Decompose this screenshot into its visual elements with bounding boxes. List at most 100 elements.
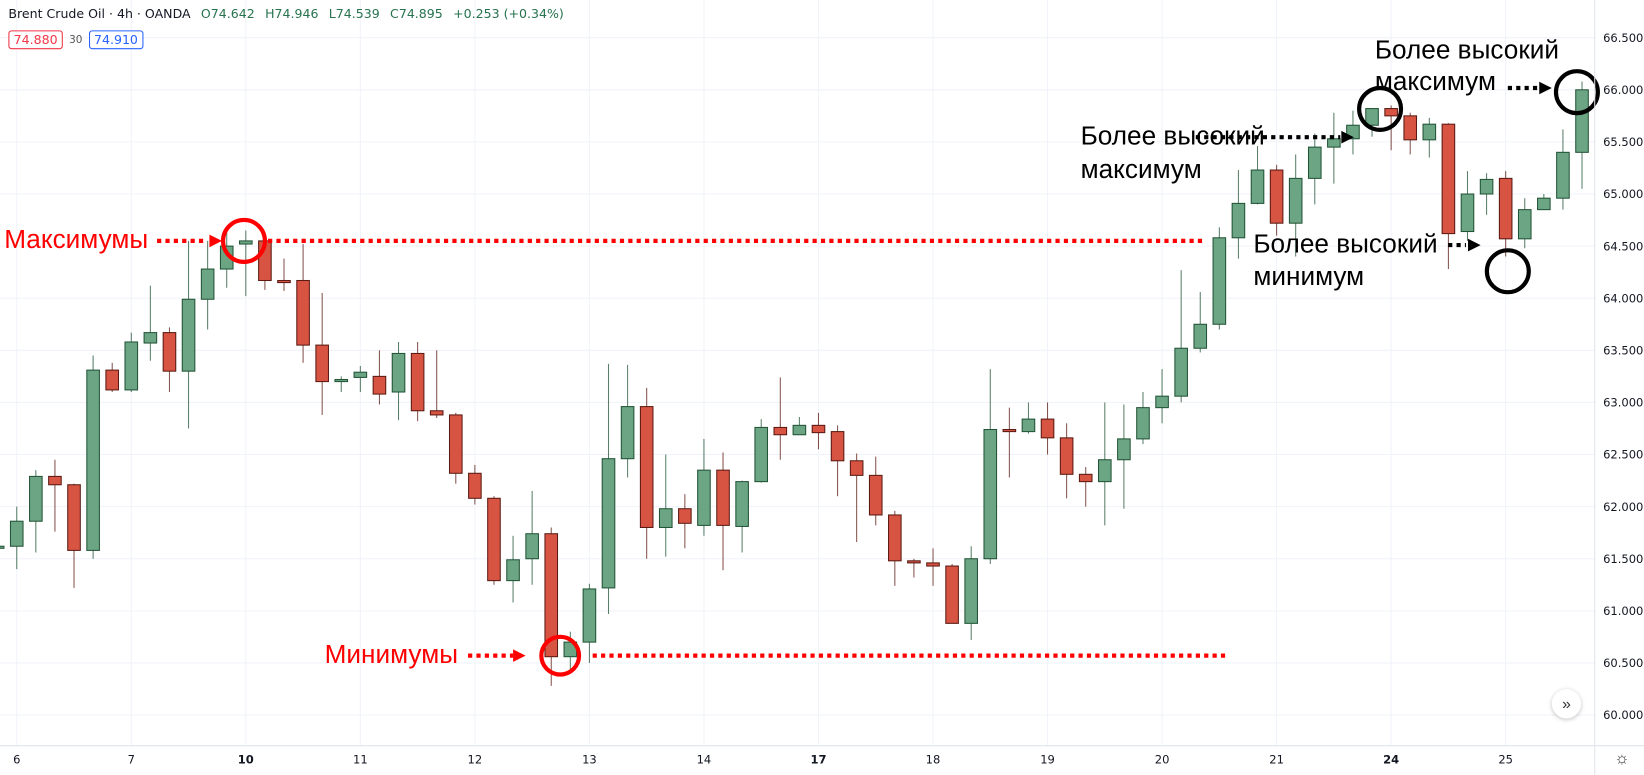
candle-body bbox=[735, 481, 749, 527]
lows-circle bbox=[539, 634, 582, 677]
candle-up bbox=[1517, 198, 1532, 249]
candle-body bbox=[678, 508, 692, 524]
lows-label: Минимумы bbox=[324, 639, 459, 670]
candle-body bbox=[1384, 108, 1398, 117]
candle-body bbox=[1556, 151, 1570, 199]
candle-body bbox=[1327, 138, 1341, 148]
candle-body bbox=[67, 484, 81, 551]
candle-up bbox=[124, 332, 139, 393]
highs-label: Максимумы bbox=[4, 225, 149, 255]
candle-up bbox=[1174, 270, 1188, 403]
candle-down bbox=[1040, 402, 1055, 455]
grid-lines bbox=[0, 0, 1595, 746]
candle-body bbox=[487, 497, 501, 582]
scroll-to-realtime-button[interactable]: » bbox=[1551, 689, 1582, 719]
candle-body bbox=[315, 344, 329, 383]
candle-body bbox=[888, 514, 902, 562]
price-tick-label: 60.500 bbox=[1603, 656, 1643, 670]
buy-price-button[interactable]: 74.910 bbox=[88, 30, 144, 50]
symbol-title[interactable]: Brent Crude Oil · 4h · OANDA bbox=[8, 6, 191, 21]
ohlc-high: H74.946 bbox=[265, 6, 319, 21]
candle-down bbox=[487, 496, 501, 585]
price-tick-label: 63.500 bbox=[1603, 344, 1643, 358]
candle-down bbox=[849, 453, 864, 543]
candle-down bbox=[1002, 407, 1017, 478]
candle-body bbox=[716, 469, 730, 526]
sell-price-button[interactable]: 74.880 bbox=[8, 30, 63, 50]
time-tick-label: 13 bbox=[582, 752, 597, 766]
lows-arrowhead bbox=[513, 649, 526, 662]
candle-up bbox=[792, 417, 807, 436]
candle-down bbox=[639, 387, 654, 559]
candle-down bbox=[1403, 112, 1418, 155]
price-axis[interactable]: 66.500 66.000 65.500 65.000 64.500 64.000 63.5… bbox=[1603, 31, 1643, 722]
time-tick-label: 14 bbox=[697, 752, 712, 766]
candle-down bbox=[296, 244, 310, 363]
chart-settings-button[interactable]: ☼ bbox=[1613, 750, 1632, 769]
higher-high-2-arrowhead bbox=[1539, 81, 1552, 95]
candle-body bbox=[448, 414, 463, 474]
candle-body bbox=[811, 424, 826, 434]
candle-up bbox=[1365, 108, 1379, 137]
candle-down bbox=[945, 563, 959, 624]
candles bbox=[0, 81, 1589, 686]
candle-body bbox=[1441, 123, 1456, 235]
candle-up bbox=[181, 240, 196, 429]
candle-up bbox=[601, 363, 616, 614]
higher-high-2-circle bbox=[1553, 69, 1600, 116]
price-tick-label: 65.500 bbox=[1603, 135, 1643, 149]
candle-body bbox=[162, 332, 177, 372]
candle-body bbox=[1460, 193, 1475, 233]
candle-body bbox=[868, 474, 883, 516]
candle-body bbox=[181, 298, 196, 372]
candle-body bbox=[410, 352, 425, 412]
candle-body bbox=[506, 559, 520, 582]
candle-up bbox=[1212, 227, 1227, 330]
candle-body bbox=[1422, 123, 1437, 141]
candle-up bbox=[506, 535, 520, 603]
candle-body bbox=[964, 558, 978, 624]
candle-up bbox=[525, 491, 539, 585]
symbol-legend: Brent Crude Oil · 4h · OANDA O74.642 H74… bbox=[8, 6, 563, 21]
candle-down bbox=[429, 350, 444, 419]
candle-down bbox=[468, 464, 482, 505]
candle-up bbox=[1136, 392, 1150, 445]
price-tick-label: 65.000 bbox=[1603, 187, 1643, 201]
candle-body bbox=[1212, 237, 1227, 325]
higher-high-2-line1: Более высокий bbox=[1374, 35, 1560, 65]
candle-body bbox=[48, 475, 62, 486]
ohlc-change: +0.253 (+0.34%) bbox=[453, 6, 564, 21]
candle-body bbox=[1517, 209, 1532, 240]
candle-down bbox=[162, 327, 177, 393]
ohlc-close: C74.895 bbox=[390, 6, 443, 21]
candle-body bbox=[601, 458, 616, 589]
candle-body bbox=[1059, 437, 1074, 475]
price-tick-label: 64.500 bbox=[1603, 239, 1643, 253]
candle-body bbox=[1097, 459, 1112, 483]
candle-down bbox=[888, 510, 902, 586]
candle-body bbox=[1117, 438, 1131, 461]
time-tick-label: 17 bbox=[810, 752, 826, 766]
candle-body bbox=[907, 560, 921, 564]
price-tick-label: 64.000 bbox=[1603, 291, 1643, 305]
candle-up bbox=[1479, 173, 1494, 215]
double-chevron-right-icon: » bbox=[1562, 694, 1571, 713]
time-tick-label: 18 bbox=[926, 752, 941, 766]
candle-body bbox=[1002, 428, 1017, 433]
candle-body bbox=[1136, 407, 1150, 440]
candle-body bbox=[544, 533, 559, 658]
candle-up bbox=[86, 355, 100, 559]
time-axis[interactable]: 6 7 10 11 12 13 14 17 18 19 20 21 24 25 bbox=[13, 752, 1513, 766]
candle-up bbox=[658, 454, 673, 557]
candle-body bbox=[124, 341, 139, 391]
time-tick-label: 11 bbox=[353, 752, 368, 766]
candle-body bbox=[429, 410, 444, 416]
candle-body bbox=[1231, 202, 1246, 239]
candle-body bbox=[658, 508, 673, 528]
candle-body bbox=[1403, 115, 1418, 141]
time-tick-label: 20 bbox=[1155, 752, 1170, 766]
candle-body bbox=[754, 426, 769, 483]
candle-body bbox=[1040, 418, 1055, 439]
candle-up bbox=[1155, 369, 1169, 424]
